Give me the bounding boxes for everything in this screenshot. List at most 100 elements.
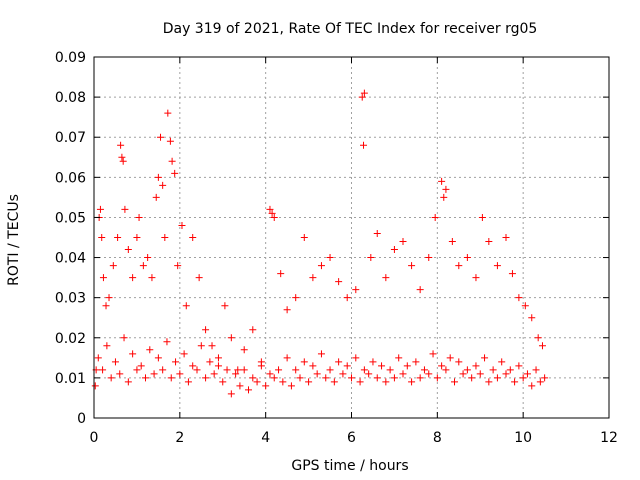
x-tick-label: 10 [514,430,532,446]
data-point [451,378,458,386]
data-point [157,133,165,141]
data-point [99,366,107,374]
data-point [386,366,394,374]
data-point [168,157,176,165]
data-point [541,374,549,382]
y-tick-label: 0.03 [55,291,86,307]
data-point [425,370,433,378]
data-point [124,378,132,386]
data-point [227,390,235,398]
data-point [367,254,375,262]
data-point [403,362,411,370]
data-point [536,378,544,386]
data-point [356,378,364,386]
data-point [103,342,111,350]
data-point [178,221,186,229]
data-point [515,294,523,302]
data-point [459,370,467,378]
y-tick-label: 0.09 [55,50,86,66]
data-point [154,354,162,362]
data-point [105,294,113,302]
data-point [433,374,441,382]
data-point [343,362,351,370]
data-point [481,354,489,362]
data-point [152,193,160,201]
data-point [506,366,514,374]
x-tick-label: 12 [600,430,618,446]
data-point [519,374,527,382]
data-point [468,374,476,382]
data-point [365,370,373,378]
data-point [109,262,117,270]
data-point [292,294,300,302]
data-point [182,302,190,310]
data-point [292,366,300,374]
data-point [502,234,510,241]
data-point [322,374,330,382]
x-axis-label: GPS time / hours [291,458,408,474]
data-point [176,370,184,378]
data-point [498,358,506,366]
data-point [448,238,456,246]
data-point [438,177,446,185]
data-point [214,362,222,370]
data-point [174,262,182,270]
data-point [111,358,119,366]
data-point [129,350,137,358]
data-point [137,362,145,370]
data-point [249,326,257,334]
data-point [195,274,203,282]
data-point [305,378,313,386]
data-point [330,378,338,386]
data-point [189,234,197,241]
data-point [102,302,110,310]
data-point [521,302,529,310]
data-point [133,234,141,241]
data-point [382,274,390,282]
data-point [154,173,162,181]
data-point [326,366,334,374]
data-points [91,89,549,398]
data-point [139,262,147,270]
data-point [219,378,227,386]
data-point [420,366,428,374]
data-point [124,246,132,254]
data-point [326,254,334,262]
data-point [163,338,171,346]
data-point [266,370,274,378]
data-point [416,286,424,294]
data-point [232,370,240,378]
data-point [390,246,398,254]
data-point [425,254,433,262]
data-point [240,346,248,354]
data-point [120,334,128,342]
data-point [253,378,261,386]
data-point [268,209,276,217]
data-point [472,274,480,282]
data-point [408,378,416,386]
data-point [202,326,210,334]
data-point [309,362,317,370]
data-point [360,141,368,149]
data-point [107,374,115,382]
data-point [172,358,180,366]
data-point [378,362,386,370]
data-point [283,306,291,314]
data-point [210,370,218,378]
data-point [227,334,235,342]
data-point [270,213,278,221]
data-point [508,270,516,278]
data-point [159,366,167,374]
data-point [189,362,197,370]
data-point [352,286,360,294]
data-point [283,354,291,362]
data-point [528,382,536,390]
data-point [442,366,450,374]
data-point [390,374,398,382]
data-point [408,262,416,270]
data-point [382,378,390,386]
data-point [395,354,403,362]
data-point [98,234,106,241]
data-point [94,354,102,362]
